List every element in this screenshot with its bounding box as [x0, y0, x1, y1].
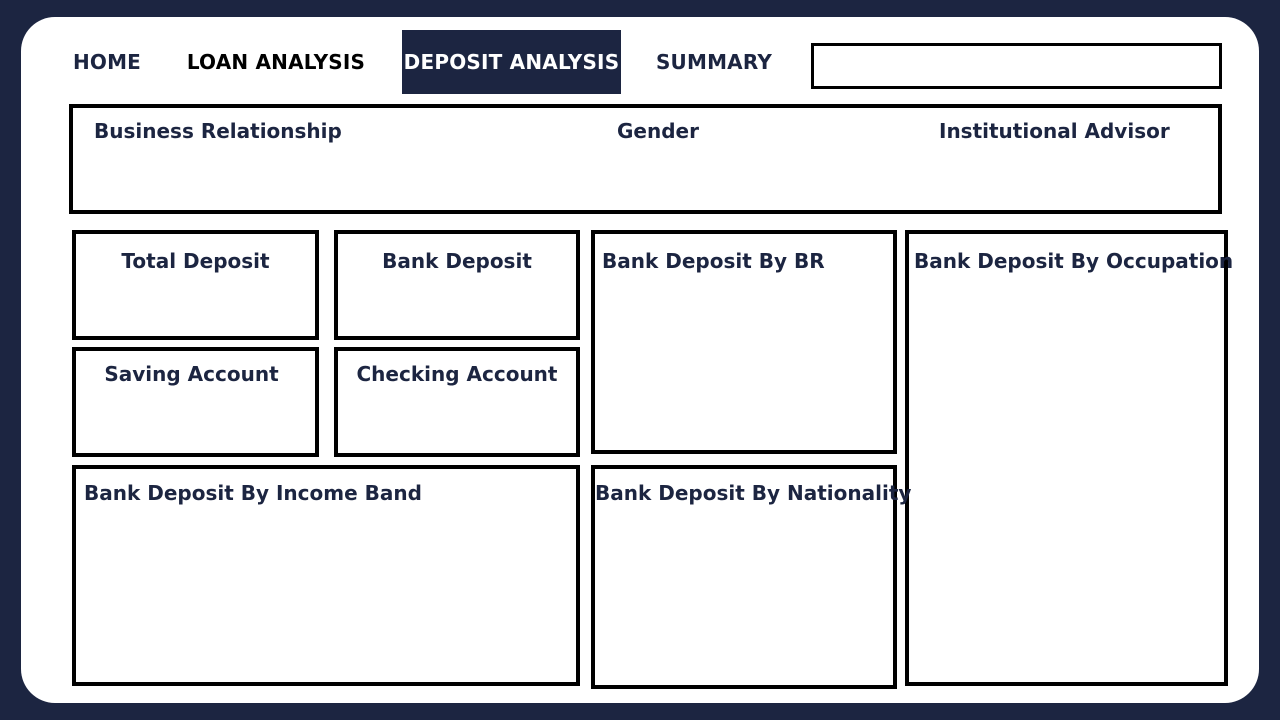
kpi-total-deposit: Total Deposit: [72, 230, 319, 340]
kpi-bank-deposit: Bank Deposit: [334, 230, 580, 340]
kpi-checking-account: Checking Account: [334, 347, 580, 457]
kpi-total-deposit-title: Total Deposit: [121, 249, 270, 273]
chart-bank-deposit-by-income-band-title: Bank Deposit By Income Band: [84, 481, 422, 505]
filter-bar: [69, 104, 1222, 214]
tab-loan-analysis[interactable]: LOAN ANALYSIS: [186, 50, 366, 74]
filter-institutional-advisor[interactable]: Institutional Advisor: [939, 119, 1170, 143]
search-input[interactable]: [811, 43, 1222, 89]
chart-bank-deposit-by-nationality-title: Bank Deposit By Nationality: [595, 481, 912, 505]
filter-gender[interactable]: Gender: [617, 119, 699, 143]
kpi-saving-account: Saving Account: [72, 347, 319, 457]
chart-bank-deposit-by-nationality: Bank Deposit By Nationality: [591, 465, 911, 689]
chart-bank-deposit-by-br: Bank Deposit By BR: [591, 230, 897, 454]
chart-bank-deposit-by-income-band: Bank Deposit By Income Band: [72, 465, 580, 686]
chart-bank-deposit-by-br-title: Bank Deposit By BR: [602, 249, 825, 273]
kpi-bank-deposit-title: Bank Deposit: [382, 249, 532, 273]
tab-home[interactable]: HOME: [72, 50, 142, 74]
chart-bank-deposit-by-occupation: Bank Deposit By Occupation: [905, 230, 1233, 686]
filter-business-relationship[interactable]: Business Relationship: [94, 119, 342, 143]
chart-bank-deposit-by-occupation-title: Bank Deposit By Occupation: [914, 249, 1234, 273]
kpi-checking-account-title: Checking Account: [356, 362, 558, 386]
kpi-saving-account-title: Saving Account: [104, 362, 279, 386]
tab-summary[interactable]: SUMMARY: [655, 50, 773, 74]
tab-deposit-analysis[interactable]: DEPOSIT ANALYSIS: [402, 30, 621, 94]
